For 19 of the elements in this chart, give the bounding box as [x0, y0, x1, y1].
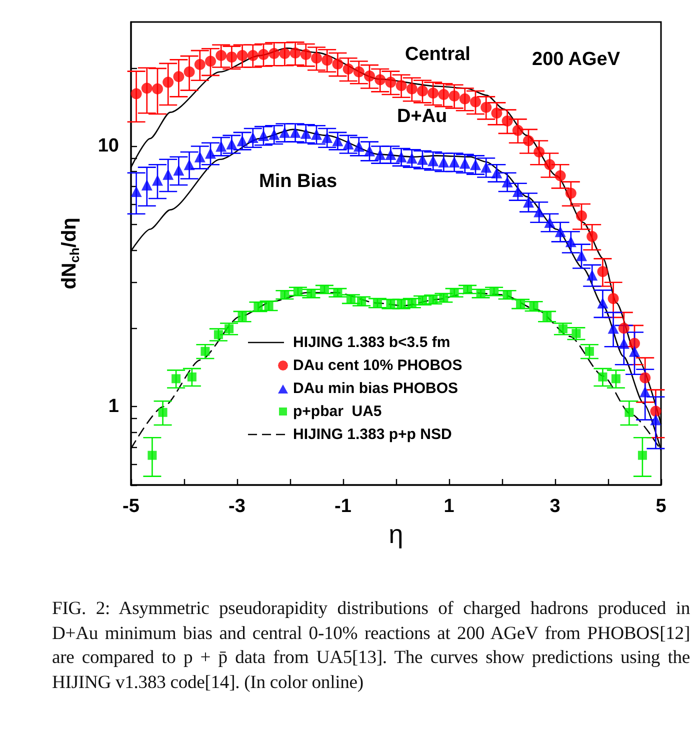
legend-label: HIJING 1.383 p+p NSD — [293, 426, 452, 443]
y-tick-label: 10 — [98, 136, 119, 157]
legend-label: HIJING 1.383 b<3.5 fm — [293, 334, 450, 351]
x-tick-label: 3 — [550, 496, 560, 517]
legend-label: p+pbar UA5 — [293, 403, 382, 420]
annotation: D+Au — [397, 106, 448, 127]
x-axis-title: η — [388, 518, 404, 549]
legend-label: DAu cent 10% PHOBOS — [293, 357, 462, 374]
annotation: Min Bias — [259, 171, 338, 192]
annotation: Central — [405, 44, 470, 65]
legend-label: DAu min bias PHOBOS — [293, 380, 458, 397]
x-tick-label: -1 — [334, 496, 352, 517]
x-tick-label: -3 — [228, 496, 246, 517]
x-tick-label: 1 — [444, 496, 455, 517]
x-tick-label: -5 — [122, 496, 140, 517]
annotation: 200 AGeV — [532, 49, 620, 70]
x-tick-label: 5 — [656, 496, 667, 517]
caption: FIG. 2: Asymmetric pseudorapidity distributions of charged hadrons produced in D+Au minimum bias and central 0-10% reactions at 200 AGeV from PHOBOS[12] are compared to p + p̄ data from UA5[13]. The curves show predictions using the HIJING v1.383 code[14]. (In color online) — [52, 597, 690, 694]
y-axis-title: dNch/dη — [58, 218, 82, 290]
